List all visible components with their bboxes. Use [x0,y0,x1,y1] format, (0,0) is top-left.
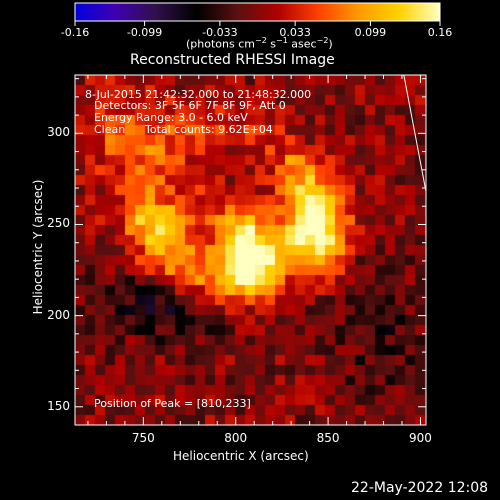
x-axis-label: Heliocentric X (arcsec) [173,449,309,463]
colorbar-tick-label: -0.099 [126,26,163,39]
footer-date: 22-May-2022 12:08 [351,480,489,496]
annotation-energy: Energy Range: 3.0 - 6.0 keV [94,111,248,124]
annotation-method: Clean [94,123,126,136]
heatmap-image [75,75,426,425]
y-tick-label: 200 [47,307,70,322]
annotation-time: 8-Jul-2015 21:42:32.000 to 21:48:32.000 [85,88,312,101]
colorbar [74,2,441,22]
colorbar-tick-label: 0.099 [354,26,387,39]
y-tick-label: 250 [47,216,70,231]
y-tick-label: 300 [47,125,70,140]
annotation-detectors: Detectors: 3F 5F 6F 7F 8F 9F, Att 0 [94,99,286,112]
colorbar-tick-label: -0.16 [60,26,90,39]
colorbar-svg [74,2,441,26]
colorbar-unit-label: (photons cm−2 s−1 asec−2) [186,36,333,51]
x-tick-label: 750 [131,431,155,445]
y-tick-label: 150 [47,398,70,413]
plot-frame [74,74,427,426]
annotation-counts: Total counts: 9.62E+04 [145,123,273,136]
colorbar-tick-label: -0.033 [202,26,238,39]
x-tick-label: 850 [316,431,340,445]
colorbar-tick-label: 0.16 [427,26,453,39]
colorbar-tick-label: 0.033 [279,26,311,39]
chart-title: Reconstructed RHESSI Image [130,52,335,68]
annotation-peak-position: Position of Peak = [810,233] [94,397,251,410]
x-tick-label: 800 [224,431,248,445]
y-axis-label: Heliocentric Y (arcsec) [31,179,45,315]
x-tick-label: 900 [409,431,432,445]
solar-limb-line [403,74,427,192]
